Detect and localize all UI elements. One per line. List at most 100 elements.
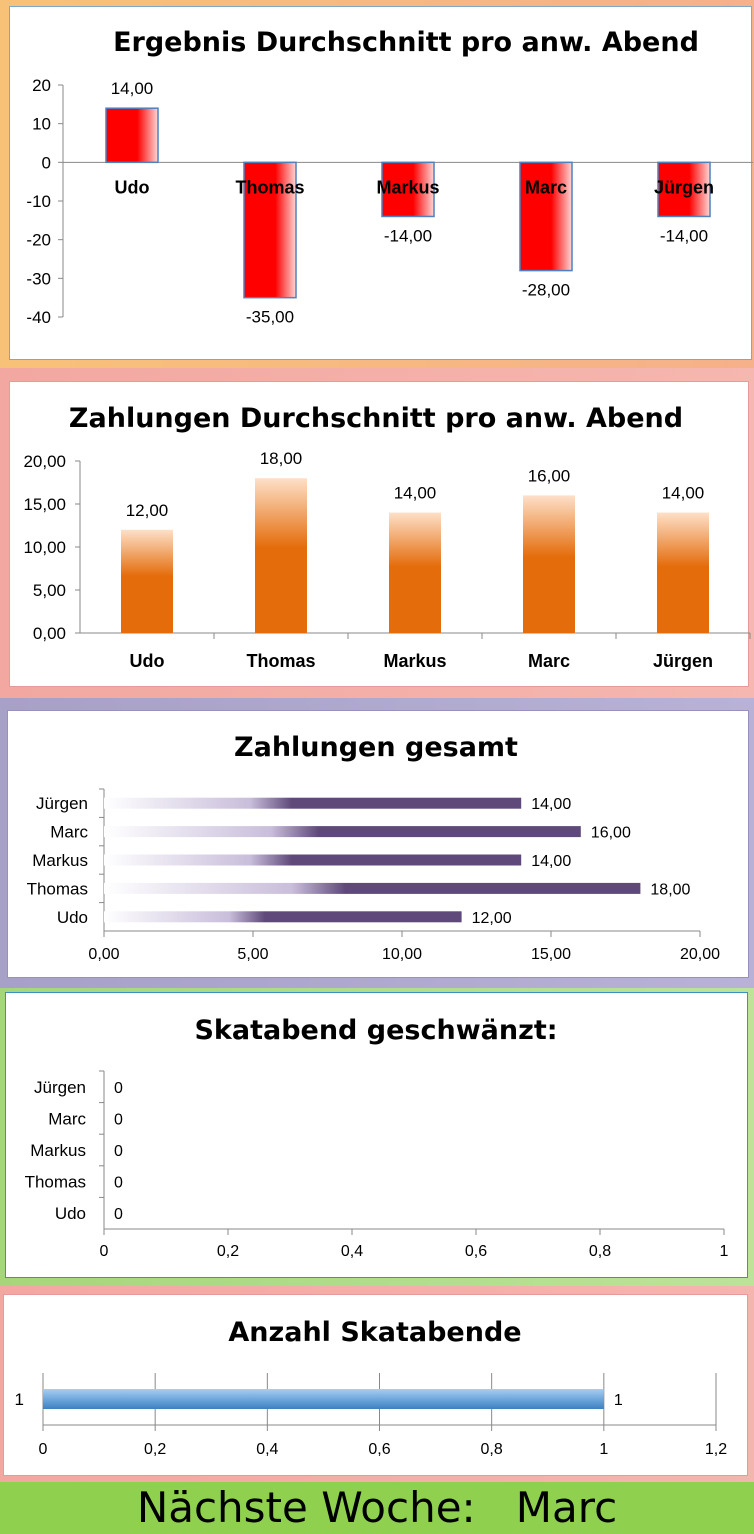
category-label: Markus bbox=[32, 851, 88, 870]
chart-panel-zahlungen-durchschnitt: Zahlungen Durchschnitt pro anw. Abend 20… bbox=[9, 381, 751, 687]
next-week-label: Nächste Woche: bbox=[136, 1483, 476, 1532]
category-label: Markus bbox=[30, 1141, 86, 1160]
bar bbox=[243, 161, 297, 299]
data-label: 0 bbox=[114, 1080, 123, 1097]
x-tick-label: 0 bbox=[100, 1243, 109, 1260]
category-label: Jürgen bbox=[653, 651, 713, 671]
category-label: Markus bbox=[376, 177, 439, 197]
x-tick-label: 0,4 bbox=[341, 1243, 363, 1260]
y-tick-label: -20 bbox=[26, 231, 51, 250]
bar bbox=[657, 512, 709, 633]
bar bbox=[104, 882, 641, 894]
data-label: 14,00 bbox=[111, 79, 154, 98]
chart-panel-ergebnis: Ergebnis Durchschnitt pro anw. Abend 20 1… bbox=[9, 6, 753, 360]
x-tick-label: 5,00 bbox=[237, 946, 268, 963]
chart-title: Skatabend geschwänzt: bbox=[194, 1015, 557, 1046]
category-label: Marc bbox=[528, 651, 570, 671]
chart-title: Zahlungen gesamt bbox=[234, 732, 518, 763]
y-tick-label: 20,00 bbox=[23, 452, 66, 471]
data-label: -14,00 bbox=[384, 226, 432, 245]
bar bbox=[389, 512, 441, 633]
bar bbox=[104, 911, 462, 923]
x-tick-label: 0,2 bbox=[144, 1441, 166, 1458]
category-label: Thomas bbox=[25, 1173, 86, 1192]
next-week-name: Marc bbox=[515, 1483, 618, 1532]
x-tick-label: 0,00 bbox=[88, 946, 119, 963]
bar bbox=[255, 478, 307, 633]
bar bbox=[104, 854, 522, 866]
category-label: Jürgen bbox=[654, 177, 714, 197]
y-tick-label: -40 bbox=[26, 308, 51, 327]
bar bbox=[381, 161, 435, 218]
chart-geschwaenzt: Skatabend geschwänzt: 0 0,2 0,4 0,6 0,8 1 Jürg… bbox=[25, 1015, 729, 1260]
category-label: Marc bbox=[525, 177, 567, 197]
category-label: Markus bbox=[383, 651, 446, 671]
data-label: 18,00 bbox=[260, 449, 303, 468]
data-label: -28,00 bbox=[522, 281, 570, 300]
category-label: Udo bbox=[55, 1204, 86, 1223]
category-label: Jürgen bbox=[36, 794, 88, 813]
y-tick-label: 20 bbox=[32, 76, 51, 95]
category-label: 1 bbox=[15, 1390, 24, 1409]
chart-title: Zahlungen Durchschnitt pro anw. Abend bbox=[69, 403, 683, 434]
data-label: 14,00 bbox=[531, 853, 571, 870]
data-label: 14,00 bbox=[394, 484, 437, 503]
bar bbox=[121, 529, 173, 633]
y-tick-label: 15,00 bbox=[23, 495, 66, 514]
data-label: 0 bbox=[114, 1206, 123, 1223]
data-label: 0 bbox=[114, 1111, 123, 1128]
data-label: 14,00 bbox=[662, 484, 705, 503]
category-label: Thomas bbox=[27, 879, 88, 898]
category-label: Udo bbox=[57, 908, 88, 927]
x-tick-label: 0,6 bbox=[368, 1441, 390, 1458]
bar bbox=[104, 797, 522, 809]
category-label: Jürgen bbox=[34, 1078, 86, 1097]
bar bbox=[657, 161, 711, 218]
x-tick-label: 0,6 bbox=[465, 1243, 487, 1260]
x-tick-label: 10,00 bbox=[382, 946, 422, 963]
bar bbox=[519, 161, 573, 272]
x-tick-label: 15,00 bbox=[531, 946, 571, 963]
x-tick-label: 0,4 bbox=[256, 1441, 278, 1458]
y-tick-label: 0 bbox=[42, 153, 51, 172]
chart-panel-geschwaenzt: Skatabend geschwänzt: 0 0,2 0,4 0,6 0,8 1 Jürg… bbox=[5, 992, 748, 1278]
x-tick-label: 20,00 bbox=[680, 946, 720, 963]
bar bbox=[523, 495, 575, 633]
category-label: Marc bbox=[48, 1109, 86, 1128]
data-label: -14,00 bbox=[660, 226, 708, 245]
x-tick-label: 1 bbox=[599, 1441, 608, 1458]
bar bbox=[104, 826, 581, 838]
data-label: 18,00 bbox=[650, 881, 690, 898]
data-label: 12,00 bbox=[472, 910, 512, 927]
chart-title: Ergebnis Durchschnitt pro anw. Abend bbox=[113, 27, 699, 58]
data-label: 0 bbox=[114, 1143, 123, 1160]
data-label: 1 bbox=[614, 1392, 623, 1409]
data-label: 16,00 bbox=[591, 825, 631, 842]
x-tick-label: 0 bbox=[39, 1441, 48, 1458]
x-tick-label: 0,8 bbox=[589, 1243, 611, 1260]
chart-ergebnis: Ergebnis Durchschnitt pro anw. Abend 20 1… bbox=[26, 27, 753, 327]
category-label: Thomas bbox=[246, 651, 315, 671]
y-tick-label: -30 bbox=[26, 269, 51, 288]
chart-panel-zahlungen-gesamt: Zahlungen gesamt 0,00 5,00 10,00 15,00 20,00… bbox=[7, 710, 749, 978]
data-label: 16,00 bbox=[528, 466, 571, 485]
chart-title: Anzahl Skatabende bbox=[228, 1317, 521, 1348]
x-tick-label: 0,2 bbox=[217, 1243, 239, 1260]
data-label: 0 bbox=[114, 1175, 123, 1192]
data-label: 14,00 bbox=[531, 796, 571, 813]
y-tick-label: 5,00 bbox=[33, 581, 66, 600]
data-label: 12,00 bbox=[126, 501, 169, 520]
bar bbox=[105, 107, 159, 164]
x-tick-label: 1 bbox=[720, 1243, 729, 1260]
category-label: Marc bbox=[50, 823, 88, 842]
y-tick-label: 10,00 bbox=[23, 538, 66, 557]
category-label: Udo bbox=[130, 651, 165, 671]
y-tick-label: 0,00 bbox=[33, 624, 66, 643]
next-week-banner: Nächste Woche: Marc bbox=[0, 1482, 754, 1534]
data-label: -35,00 bbox=[246, 308, 294, 327]
category-label: Udo bbox=[115, 177, 150, 197]
chart-zahlungen-durchschnitt: Zahlungen Durchschnitt pro anw. Abend 20… bbox=[23, 403, 751, 671]
chart-anzahl: Anzahl Skatabende 0 0,2 0,4 0,6 0,8 1 1,2 1 1 bbox=[15, 1317, 728, 1458]
bar bbox=[43, 1389, 604, 1409]
x-tick-label: 0,8 bbox=[481, 1441, 503, 1458]
